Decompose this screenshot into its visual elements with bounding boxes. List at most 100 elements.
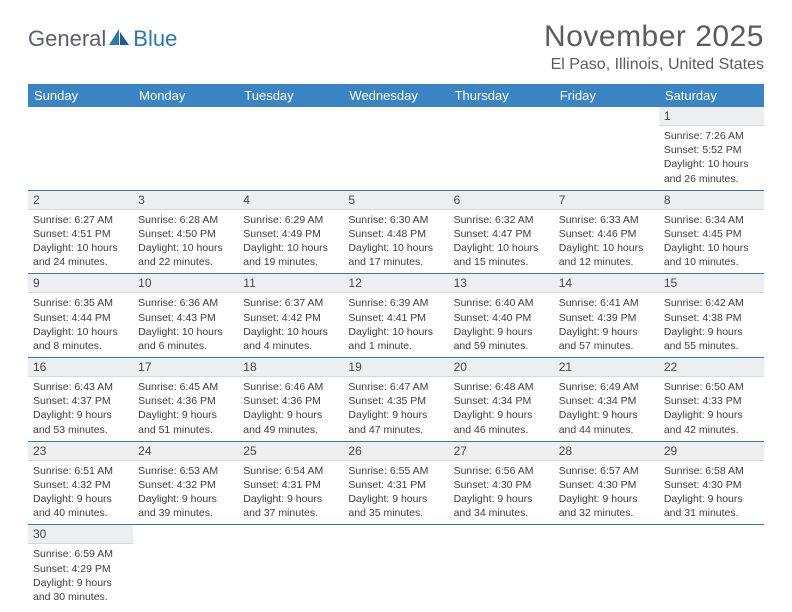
daylight-text: Daylight: 10 hours and 15 minutes.: [454, 241, 549, 269]
month-title: November 2025: [544, 20, 764, 54]
sunrise-text: Sunrise: 6:39 AM: [348, 296, 443, 310]
calendar-day-cell: ..: [343, 107, 448, 190]
sunset-text: Sunset: 4:30 PM: [664, 478, 759, 492]
sunrise-text: Sunrise: 6:51 AM: [33, 464, 128, 478]
day-content: Sunrise: 6:39 AMSunset: 4:41 PMDaylight:…: [343, 293, 448, 357]
day-content: Sunrise: 6:37 AMSunset: 4:42 PMDaylight:…: [238, 293, 343, 357]
calendar-day-cell: 5Sunrise: 6:30 AMSunset: 4:48 PMDaylight…: [343, 190, 448, 274]
calendar-day-cell: ..: [554, 107, 659, 190]
calendar-day-cell: 25 Sunrise: 6:54 AMSunset: 4:31 PMDayligh…: [238, 441, 343, 525]
sunset-text: Sunset: 4:37 PM: [33, 394, 128, 408]
day-number: 2: [28, 191, 133, 210]
sunset-text: Sunset: 4:49 PM: [243, 227, 338, 241]
day-number: 27: [449, 442, 554, 461]
sunset-text: Sunset: 5:52 PM: [664, 143, 759, 157]
day-number: 19: [343, 358, 448, 377]
sunset-text: Sunset: 4:45 PM: [664, 227, 759, 241]
weekday-header: Tuesday: [238, 84, 343, 107]
daylight-text: Daylight: 9 hours and 40 minutes.: [33, 492, 128, 520]
daylight-text: Daylight: 10 hours and 17 minutes.: [348, 241, 443, 269]
weekday-header: Friday: [554, 84, 659, 107]
calendar-day-cell: ..: [659, 525, 764, 608]
day-content: Sunrise: 6:53 AMSunset: 4:32 PMDaylight:…: [133, 461, 238, 525]
calendar-day-cell: ..: [133, 525, 238, 608]
sunset-text: Sunset: 4:34 PM: [559, 394, 654, 408]
day-number: 26: [343, 442, 448, 461]
daylight-text: Daylight: 9 hours and 31 minutes.: [664, 492, 759, 520]
sunrise-text: Sunrise: 6:56 AM: [454, 464, 549, 478]
sunset-text: Sunset: 4:44 PM: [33, 311, 128, 325]
sunset-text: Sunset: 4:38 PM: [664, 311, 759, 325]
day-content: Sunrise: 6:41 AMSunset: 4:39 PMDaylight:…: [554, 293, 659, 357]
calendar-body: ............1Sunrise: 7:26 AMSunset: 5:5…: [28, 107, 764, 608]
calendar-week-row: ............1Sunrise: 7:26 AMSunset: 5:5…: [28, 107, 764, 190]
logo: General Blue: [28, 20, 177, 52]
day-number: 12: [343, 274, 448, 293]
calendar-day-cell: 8Sunrise: 6:34 AMSunset: 4:45 PMDaylight…: [659, 190, 764, 274]
logo-text-second: Blue: [133, 26, 177, 52]
daylight-text: Daylight: 10 hours and 6 minutes.: [138, 325, 233, 353]
sunrise-text: Sunrise: 6:48 AM: [454, 380, 549, 394]
sunrise-text: Sunrise: 6:32 AM: [454, 213, 549, 227]
calendar-day-cell: 22Sunrise: 6:50 AMSunset: 4:33 PMDayligh…: [659, 358, 764, 442]
day-number: 6: [449, 191, 554, 210]
daylight-text: Daylight: 10 hours and 26 minutes.: [664, 157, 759, 185]
sunrise-text: Sunrise: 6:54 AM: [243, 464, 338, 478]
calendar-day-cell: 13Sunrise: 6:40 AMSunset: 4:40 PMDayligh…: [449, 274, 554, 358]
title-block: November 2025 El Paso, Illinois, United …: [544, 20, 764, 74]
sunrise-text: Sunrise: 6:43 AM: [33, 380, 128, 394]
day-content: Sunrise: 6:47 AMSunset: 4:35 PMDaylight:…: [343, 377, 448, 441]
day-number: 1: [659, 107, 764, 126]
calendar-day-cell: ..: [554, 525, 659, 608]
daylight-text: Daylight: 9 hours and 49 minutes.: [243, 408, 338, 436]
daylight-text: Daylight: 10 hours and 1 minute.: [348, 325, 443, 353]
sunrise-text: Sunrise: 6:55 AM: [348, 464, 443, 478]
day-content: Sunrise: 7:26 AMSunset: 5:52 PMDaylight:…: [659, 126, 764, 190]
sunrise-text: Sunrise: 7:26 AM: [664, 129, 759, 143]
day-content: Sunrise: 6:30 AMSunset: 4:48 PMDaylight:…: [343, 210, 448, 274]
daylight-text: Daylight: 9 hours and 44 minutes.: [559, 408, 654, 436]
day-number: 11: [238, 274, 343, 293]
calendar-day-cell: 4Sunrise: 6:29 AMSunset: 4:49 PMDaylight…: [238, 190, 343, 274]
daylight-text: Daylight: 10 hours and 19 minutes.: [243, 241, 338, 269]
sunrise-text: Sunrise: 6:35 AM: [33, 296, 128, 310]
sunset-text: Sunset: 4:42 PM: [243, 311, 338, 325]
sunset-text: Sunset: 4:41 PM: [348, 311, 443, 325]
sunrise-text: Sunrise: 6:27 AM: [33, 213, 128, 227]
sunrise-text: Sunrise: 6:37 AM: [243, 296, 338, 310]
daylight-text: Daylight: 9 hours and 59 minutes.: [454, 325, 549, 353]
daylight-text: Daylight: 9 hours and 39 minutes.: [138, 492, 233, 520]
day-content: Sunrise: 6:56 AMSunset: 4:30 PMDaylight:…: [449, 461, 554, 525]
sunrise-text: Sunrise: 6:28 AM: [138, 213, 233, 227]
calendar-day-cell: 19Sunrise: 6:47 AMSunset: 4:35 PMDayligh…: [343, 358, 448, 442]
calendar-day-cell: ..: [28, 107, 133, 190]
daylight-text: Daylight: 9 hours and 30 minutes.: [33, 576, 128, 604]
day-number: 10: [133, 274, 238, 293]
day-content: Sunrise: 6:45 AMSunset: 4:36 PMDaylight:…: [133, 377, 238, 441]
sunset-text: Sunset: 4:36 PM: [138, 394, 233, 408]
day-number: 21: [554, 358, 659, 377]
day-number: 28: [554, 442, 659, 461]
sunset-text: Sunset: 4:31 PM: [348, 478, 443, 492]
calendar-day-cell: 7Sunrise: 6:33 AMSunset: 4:46 PMDaylight…: [554, 190, 659, 274]
sunset-text: Sunset: 4:36 PM: [243, 394, 338, 408]
daylight-text: Daylight: 10 hours and 24 minutes.: [33, 241, 128, 269]
daylight-text: Daylight: 9 hours and 37 minutes.: [243, 492, 338, 520]
day-content: Sunrise: 6:40 AMSunset: 4:40 PMDaylight:…: [449, 293, 554, 357]
weekday-header: Sunday: [28, 84, 133, 107]
sunset-text: Sunset: 4:32 PM: [33, 478, 128, 492]
day-content: Sunrise: 6:28 AMSunset: 4:50 PMDaylight:…: [133, 210, 238, 274]
day-number: 25: [238, 442, 343, 461]
sunset-text: Sunset: 4:34 PM: [454, 394, 549, 408]
day-number: 29: [659, 442, 764, 461]
daylight-text: Daylight: 9 hours and 46 minutes.: [454, 408, 549, 436]
day-content: Sunrise: 6:29 AMSunset: 4:49 PMDaylight:…: [238, 210, 343, 274]
day-content: Sunrise: 6:48 AMSunset: 4:34 PMDaylight:…: [449, 377, 554, 441]
calendar-day-cell: ..: [449, 107, 554, 190]
day-number: 24: [133, 442, 238, 461]
day-number: 17: [133, 358, 238, 377]
calendar-day-cell: 21Sunrise: 6:49 AMSunset: 4:34 PMDayligh…: [554, 358, 659, 442]
calendar-day-cell: 12Sunrise: 6:39 AMSunset: 4:41 PMDayligh…: [343, 274, 448, 358]
day-number: 8: [659, 191, 764, 210]
sunset-text: Sunset: 4:31 PM: [243, 478, 338, 492]
